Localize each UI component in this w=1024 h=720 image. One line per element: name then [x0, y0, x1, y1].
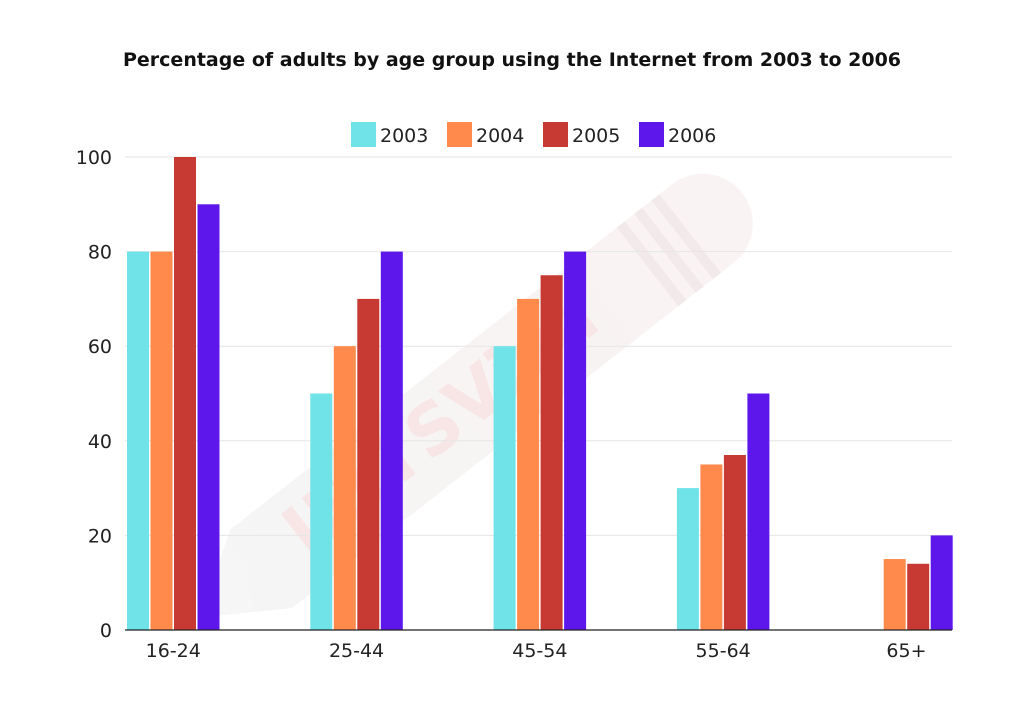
bar-2004-55-64 — [700, 464, 723, 630]
chart-title: Percentage of adults by age group using … — [123, 49, 901, 71]
legend-label: 2004 — [476, 125, 524, 147]
legend-swatch-2004 — [447, 122, 472, 147]
bar-2006-45-54 — [564, 251, 587, 630]
bar-2004-45-54 — [517, 298, 540, 630]
bar-2005-25-44 — [357, 298, 380, 630]
bar-2006-25-44 — [380, 251, 403, 630]
legend-label: 2006 — [668, 125, 716, 147]
bar-2005-16-24 — [174, 157, 196, 630]
bar-2004-16-24 — [150, 251, 173, 630]
legend-swatch-2006 — [639, 122, 664, 147]
bar-2003-55-64 — [676, 488, 699, 630]
y-tick-label: 40 — [88, 431, 112, 453]
bar-2005-45-54 — [540, 275, 563, 630]
y-tick-label: 80 — [88, 242, 112, 264]
x-tick-label: 25-44 — [329, 640, 384, 662]
legend-label: 2003 — [380, 125, 428, 147]
bar-2006-16-24 — [197, 204, 220, 631]
y-tick-label: 20 — [88, 525, 112, 547]
bar-2005-55-64 — [723, 454, 746, 630]
y-tick-label: 100 — [76, 147, 112, 169]
legend-label: 2005 — [572, 125, 620, 147]
x-tick-label: 45-54 — [512, 640, 567, 662]
chart-legend: 2003 2004 2005 2006 — [351, 122, 716, 147]
x-tick-label: 55-64 — [696, 640, 751, 662]
bar-2005-65+ — [907, 563, 930, 630]
y-tick-label: 0 — [100, 620, 112, 642]
x-tick-label: 65+ — [886, 640, 926, 662]
x-axis: 16-24 25-44 45-54 55-64 65+ — [125, 629, 952, 662]
bar-2006-65+ — [930, 535, 953, 630]
y-tick-label: 60 — [88, 336, 112, 358]
bar-2003-16-24 — [127, 251, 149, 630]
bar-2004-65+ — [883, 559, 906, 630]
bar-2004-25-44 — [333, 346, 356, 630]
y-axis: 0 20 40 60 80 100 — [76, 147, 112, 642]
bar-2006-55-64 — [747, 393, 770, 630]
legend-swatch-2005 — [543, 122, 568, 147]
bar-2003-25-44 — [310, 393, 333, 630]
bar-2003-45-54 — [493, 346, 516, 630]
x-tick-label: 16-24 — [146, 640, 201, 662]
legend-swatch-2003 — [351, 122, 376, 147]
chart-bars — [127, 157, 953, 631]
